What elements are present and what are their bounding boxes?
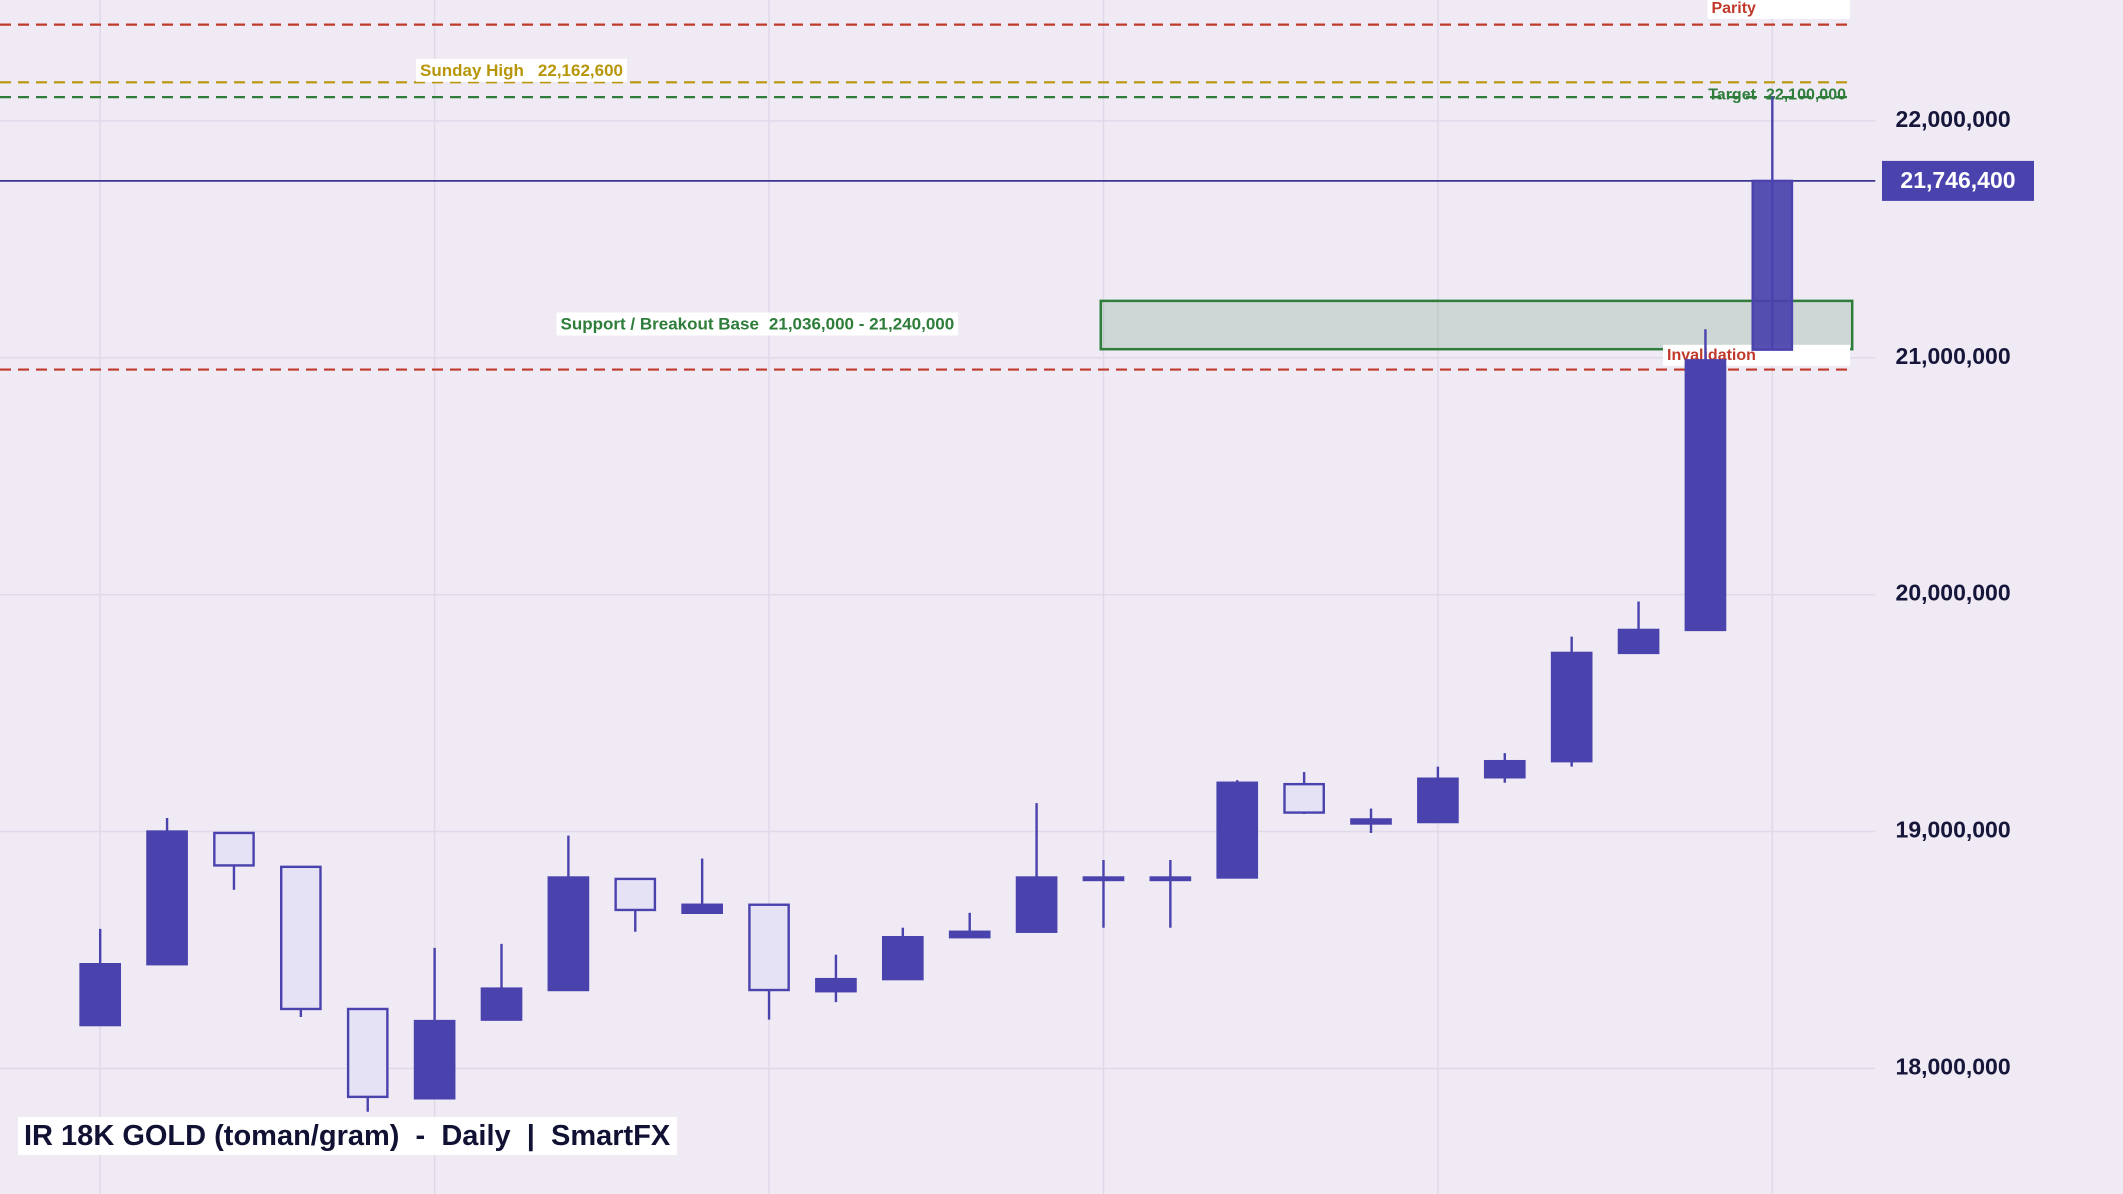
zone-name: Support / Breakout Base: [561, 315, 759, 334]
support-zone: [1099, 299, 1854, 351]
current-price-label: 21,746,400: [1900, 167, 2015, 193]
level-name: Sunday High: [420, 61, 524, 80]
candle-body: [146, 830, 188, 966]
y-tick-label: 20,000,000: [1896, 580, 2011, 606]
candle-body: [1751, 179, 1794, 351]
level-name: Target: [1708, 86, 1756, 103]
y-tick-label: 22,000,000: [1896, 106, 2011, 132]
candle-body: [748, 903, 790, 992]
candle-body: [280, 865, 322, 1011]
candle-body: [948, 930, 991, 939]
candle-body: [614, 877, 657, 912]
candle-body: [1417, 777, 1459, 824]
level-value: 22,100,000: [1766, 86, 1846, 103]
candle-body: [413, 1019, 456, 1100]
candle-body: [1550, 651, 1593, 763]
level-label-bg: [1707, 0, 1851, 19]
candle-body: [681, 903, 723, 914]
y-tick-label: 18,000,000: [1896, 1054, 2011, 1080]
candle-body: [1283, 782, 1325, 814]
level-value: 22,162,600: [538, 61, 623, 80]
candle-body: [1617, 628, 1660, 655]
y-tick-label: 21,000,000: [1896, 343, 2011, 369]
zone-range: 21,036,000 - 21,240,000: [769, 315, 954, 334]
candle-body: [346, 1007, 389, 1099]
candle-body: [1216, 781, 1259, 879]
candle-body: [1082, 876, 1125, 882]
candle-body: [480, 987, 523, 1021]
candle-body: [1149, 876, 1192, 882]
candle-body: [79, 963, 122, 1027]
candle-body: [1483, 759, 1526, 779]
candle-body: [547, 876, 590, 992]
candle-body: [213, 831, 255, 867]
candle-body: [815, 977, 857, 993]
candle-body: [1015, 876, 1058, 933]
current-price-tag: [1881, 160, 2034, 201]
title-bg: [18, 1116, 677, 1155]
level-name: Parity: [1711, 0, 1756, 17]
candle-body: [1684, 359, 1727, 632]
chart-title: IR 18K GOLD (toman/gram) - Daily | Smart…: [24, 1120, 671, 1152]
candle-body: [881, 935, 924, 981]
level-label-bg: [416, 58, 627, 82]
zone-label-bg: [556, 312, 959, 336]
candle-body: [1350, 818, 1392, 825]
y-tick-label: 19,000,000: [1896, 817, 2011, 843]
